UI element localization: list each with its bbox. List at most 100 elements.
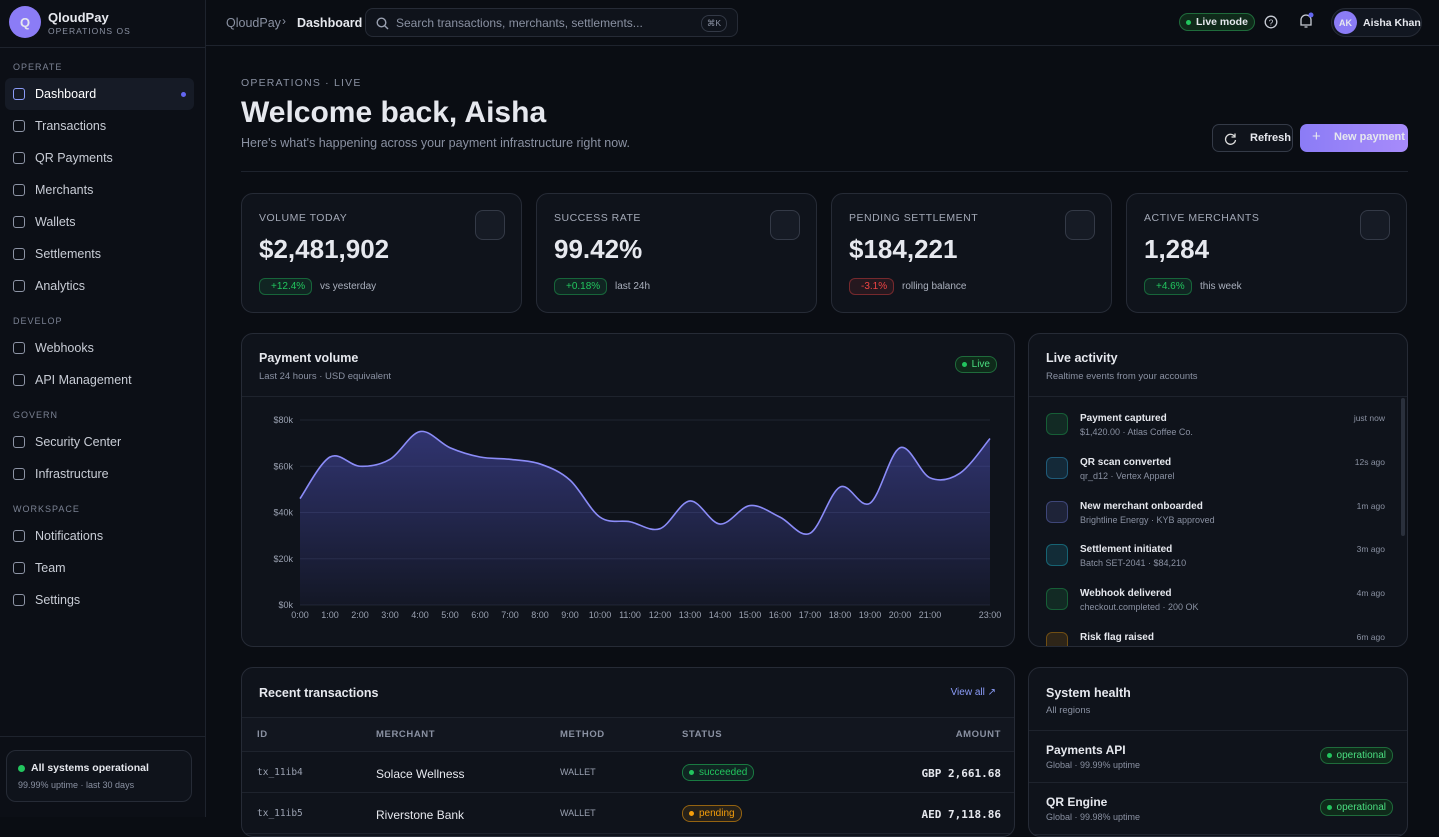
nav-icon xyxy=(13,152,25,164)
kpi-note: last 24h xyxy=(615,281,651,292)
chart-subtitle: Last 24 hours · USD equivalent xyxy=(259,371,392,382)
activity-time: 4m ago xyxy=(1356,588,1385,599)
service-detail: Global · 99.99% uptime xyxy=(1046,760,1141,770)
eyebrow: OPERATIONS · LIVE xyxy=(241,77,362,89)
nav-label: Security Center xyxy=(35,435,122,449)
help-icon[interactable]: ? xyxy=(1264,15,1278,29)
svg-text:?: ? xyxy=(1269,18,1274,28)
nav-label: Settings xyxy=(35,593,81,607)
x-tick-label: 7:00 xyxy=(501,610,519,620)
refresh-button[interactable]: Refresh xyxy=(1212,124,1293,152)
x-tick-label: 4:00 xyxy=(411,610,429,620)
kpi-value: $2,481,902 xyxy=(259,234,390,264)
x-tick-label: 1:00 xyxy=(321,610,339,620)
x-tick-label: 18:00 xyxy=(829,610,852,620)
delta-value: +12.4% xyxy=(271,281,306,292)
nav-icon xyxy=(13,342,25,354)
health-title: System health xyxy=(1046,686,1131,700)
activity-item[interactable]: Settlement initiated Batch SET-2041 · $84… xyxy=(1029,528,1401,572)
activity-icon xyxy=(1046,456,1068,479)
status-detail: 99.99% uptime · last 30 days xyxy=(18,780,135,790)
brand-name: QloudPay xyxy=(48,10,109,25)
nav-item[interactable]: Settings xyxy=(5,584,194,616)
scrollbar[interactable] xyxy=(1401,398,1405,536)
x-tick-label: 19:00 xyxy=(859,610,882,620)
activity-icon xyxy=(1046,632,1068,646)
kpi-value: 1,284 xyxy=(1144,234,1210,264)
activity-icon xyxy=(1046,544,1068,567)
logo: Q xyxy=(9,6,41,38)
activity-item[interactable]: New merchant onboarded Brightline Energy … xyxy=(1029,485,1401,529)
status-label: operational xyxy=(1336,802,1386,813)
kpi-label: ACTIVE MERCHANTS xyxy=(1144,212,1260,224)
status-pill: pending xyxy=(682,805,742,822)
activity-icon xyxy=(1046,413,1068,435)
nav-label: Analytics xyxy=(35,279,86,293)
kpi-icon xyxy=(770,210,800,240)
nav-item[interactable]: Merchants xyxy=(5,174,194,206)
divider xyxy=(242,396,1014,397)
x-tick-label: 2:00 xyxy=(351,610,369,620)
activity-item[interactable]: QR scan converted qr_d12 · Vertex Apparel… xyxy=(1029,441,1401,485)
nav-item[interactable]: Webhooks xyxy=(5,332,194,364)
activity-icon xyxy=(1046,588,1068,611)
nav-icon xyxy=(13,280,25,292)
live-mode-label: Live mode xyxy=(1196,16,1248,28)
kpi-value: $184,221 xyxy=(849,234,958,264)
x-tick-label: 21:00 xyxy=(919,610,942,620)
nav-icon xyxy=(13,468,25,480)
x-tick-label: 14:00 xyxy=(709,610,732,620)
kpi-label: SUCCESS RATE xyxy=(554,212,641,224)
delta-value: +4.6% xyxy=(1156,281,1185,292)
transactions-title: Recent transactions xyxy=(259,686,379,700)
activity-title: Risk flag raised xyxy=(1080,632,1154,643)
table-row[interactable]: tx_11ib4 Solace Wellness WALLET succeeded GB… xyxy=(242,752,1014,793)
live-mode-toggle[interactable]: Live mode xyxy=(1179,13,1255,31)
new-payment-label: New payment xyxy=(1334,131,1405,143)
x-tick-label: 20:00 xyxy=(889,610,912,620)
kpi-icon xyxy=(1360,210,1390,240)
nav-item[interactable]: Dashboard xyxy=(5,78,194,110)
column-header: MERCHANT xyxy=(376,729,436,740)
view-all-link[interactable]: View all ↗ xyxy=(950,687,996,698)
nav-item[interactable]: Transactions xyxy=(5,110,194,142)
nav-item[interactable]: Analytics xyxy=(5,270,194,302)
x-tick-label: 10:00 xyxy=(589,610,612,620)
nav-label: QR Payments xyxy=(35,151,113,165)
refresh-label: Refresh xyxy=(1250,132,1291,144)
status-label: pending xyxy=(699,808,735,819)
nav-label: Infrastructure xyxy=(35,467,109,481)
divider xyxy=(1029,396,1407,397)
nav-item[interactable]: API Management xyxy=(5,364,194,396)
table-cell: tx_11ib5 xyxy=(257,808,303,819)
service-row: Payments API Global · 99.99% uptime operat… xyxy=(1029,731,1407,783)
status-label: succeeded xyxy=(699,767,748,778)
status-card: All systems operational 99.99% uptime · … xyxy=(6,750,192,802)
health-card: System health All regions Payments API Gl… xyxy=(1028,667,1408,837)
x-tick-label: 3:00 xyxy=(381,610,399,620)
nav-item[interactable]: Notifications xyxy=(5,520,194,552)
user-menu[interactable]: AK Aisha Khan xyxy=(1331,8,1422,37)
breadcrumb-root[interactable]: QloudPay xyxy=(226,16,281,30)
kpi-note: vs yesterday xyxy=(320,281,377,292)
table-row[interactable]: tx_11ib5 Riverstone Bank WALLET pending AED … xyxy=(242,793,1014,834)
service-status: operational xyxy=(1319,747,1393,764)
kpi-label: VOLUME TODAY xyxy=(259,212,348,224)
nav-item[interactable]: Team xyxy=(5,552,194,584)
notifications-icon[interactable] xyxy=(1298,12,1314,30)
activity-item[interactable]: Payment captured $1,420.00 · Atlas Coffee… xyxy=(1029,397,1401,441)
search-box[interactable]: Search transactions, merchants, settleme… xyxy=(365,8,738,37)
nav-item[interactable]: Infrastructure xyxy=(5,458,194,490)
activity-item[interactable]: Webhook delivered checkout.completed · 20… xyxy=(1029,572,1401,616)
nav-item[interactable]: Settlements xyxy=(5,238,194,270)
nav-item[interactable]: Security Center xyxy=(5,426,194,458)
x-tick-label: 9:00 xyxy=(561,610,579,620)
kpi-card: ACTIVE MERCHANTS 1,284 +4.6% this week xyxy=(1126,193,1407,313)
activity-item[interactable]: Risk flag raised 6m ago xyxy=(1029,616,1401,646)
nav-item[interactable]: QR Payments xyxy=(5,142,194,174)
activity-detail: $1,420.00 · Atlas Coffee Co. xyxy=(1080,427,1193,437)
search-icon xyxy=(376,17,389,30)
new-payment-button[interactable]: + New payment xyxy=(1300,124,1408,152)
column-header: ID xyxy=(257,729,268,740)
nav-item[interactable]: Wallets xyxy=(5,206,194,238)
